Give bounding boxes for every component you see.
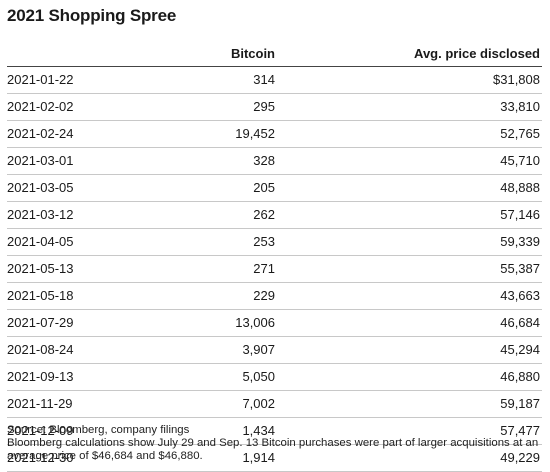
table-header: Bitcoin Avg. price disclosed [7, 44, 542, 67]
cell-price: 45,294 [500, 342, 540, 357]
table-row: 2021-12-09 1,434 57,477 [7, 418, 542, 445]
cell-price: 33,810 [500, 99, 540, 114]
cell-bitcoin: 271 [253, 261, 275, 276]
table-row: 2021-02-02 295 33,810 [7, 94, 542, 121]
cell-price: 45,710 [500, 153, 540, 168]
cell-bitcoin: 19,452 [235, 126, 275, 141]
table-row: 2021-08-24 3,907 45,294 [7, 337, 542, 364]
cell-price: 57,146 [500, 207, 540, 222]
cell-bitcoin: 229 [253, 288, 275, 303]
chart-title: 2021 Shopping Spree [7, 6, 177, 25]
cell-date: 2021-12-30 [7, 450, 74, 465]
cell-price: 59,339 [500, 234, 540, 249]
cell-price: 48,888 [500, 180, 540, 195]
table-row: 2021-07-29 13,006 46,684 [7, 310, 542, 337]
cell-price: $31,808 [493, 72, 540, 87]
cell-bitcoin: 205 [253, 180, 275, 195]
table-body: 2021-01-22 314 $31,808 2021-02-02 295 33,810 2… [7, 67, 542, 472]
cell-bitcoin: 262 [253, 207, 275, 222]
table-row: 2021-04-05 253 59,339 [7, 229, 542, 256]
footnote: Bloomberg calculations show July 29 and … [7, 437, 539, 462]
table-row: 2021-03-01 328 45,710 [7, 148, 542, 175]
cell-price: 52,765 [500, 126, 540, 141]
cell-bitcoin: 7,002 [242, 396, 275, 411]
cell-date: 2021-03-01 [7, 153, 74, 168]
cell-bitcoin: 314 [253, 72, 275, 87]
cell-price: 59,187 [500, 396, 540, 411]
cell-date: 2021-07-29 [7, 315, 74, 330]
cell-date: 2021-05-13 [7, 261, 74, 276]
cell-date: 2021-08-24 [7, 342, 74, 357]
cell-date: 2021-12-09 [7, 423, 74, 438]
table-row: 2021-11-29 7,002 59,187 [7, 391, 542, 418]
header-bitcoin: Bitcoin [230, 46, 275, 61]
table-row: 2021-05-18 229 43,663 [7, 283, 542, 310]
cell-date: 2021-02-02 [7, 99, 74, 114]
cell-bitcoin: 295 [253, 99, 275, 114]
cell-bitcoin: 253 [253, 234, 275, 249]
cell-price: 43,663 [500, 288, 540, 303]
cell-price: 46,684 [500, 315, 540, 330]
source-line: Source: Bloomberg, company filings [7, 424, 190, 436]
cell-price: 57,477 [500, 423, 540, 438]
data-table: Bitcoin Avg. price disclosed 2021-01-22 3… [7, 44, 542, 472]
table-row: 2021-02-24 19,452 52,765 [7, 121, 542, 148]
cell-date: 2021-01-22 [7, 72, 74, 87]
cell-date: 2021-09-13 [7, 369, 74, 384]
cell-price: 49,229 [500, 450, 540, 465]
cell-bitcoin: 328 [253, 153, 275, 168]
cell-date: 2021-03-05 [7, 180, 74, 195]
cell-bitcoin: 1,434 [242, 423, 275, 438]
header-price: Avg. price disclosed [414, 46, 540, 61]
cell-date: 2021-11-29 [7, 396, 73, 411]
cell-date: 2021-05-18 [7, 288, 74, 303]
cell-date: 2021-04-05 [7, 234, 74, 249]
cell-price: 46,880 [500, 369, 540, 384]
source-note: Source: Bloomberg, company filings Bloom… [7, 424, 547, 463]
cell-bitcoin: 5,050 [242, 369, 275, 384]
table-row: 2021-09-13 5,050 46,880 [7, 364, 542, 391]
table-row: 2021-03-12 262 57,146 [7, 202, 542, 229]
table-row: 2021-05-13 271 55,387 [7, 256, 542, 283]
cell-price: 55,387 [500, 261, 540, 276]
cell-bitcoin: 13,006 [235, 315, 275, 330]
table-row: 2021-01-22 314 $31,808 [7, 67, 542, 94]
cell-bitcoin: 3,907 [242, 342, 275, 357]
cell-date: 2021-03-12 [7, 207, 74, 222]
cell-date: 2021-02-24 [7, 126, 74, 141]
table-row: 2021-03-05 205 48,888 [7, 175, 542, 202]
cell-bitcoin: 1,914 [242, 450, 275, 465]
